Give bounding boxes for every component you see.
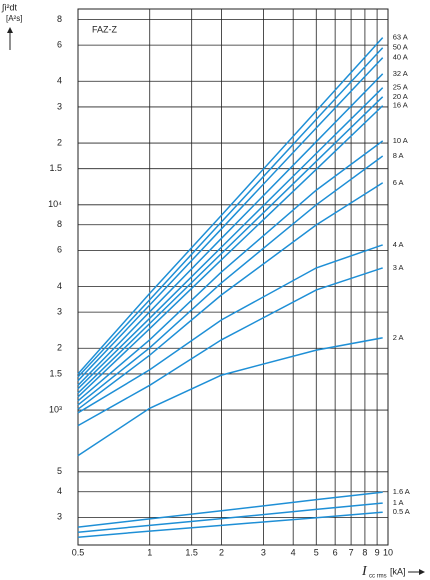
y-tick-label: 3 — [57, 307, 62, 317]
x-tick-label: 1.5 — [185, 547, 198, 557]
series-label: 4 A — [393, 240, 404, 249]
series-line — [77, 155, 384, 406]
x-tick-label: 0.5 — [72, 547, 85, 557]
y-tick-label: 4 — [57, 281, 62, 291]
plot-frame — [77, 8, 389, 546]
series-label: 40 A — [393, 53, 408, 62]
series-line — [77, 267, 383, 427]
series-label: 1 A — [393, 498, 404, 507]
series-line — [77, 491, 383, 528]
x-axis-label: I — [361, 564, 368, 579]
series-line — [77, 182, 384, 410]
series-line — [77, 47, 384, 378]
y-tick-label: 6 — [57, 40, 62, 50]
x-tick-label: 7 — [349, 547, 354, 557]
series-label: 25 A — [393, 83, 408, 92]
x-tick-label: 3 — [261, 547, 266, 557]
series-label: 8 A — [393, 151, 404, 160]
series-line — [77, 73, 384, 386]
y-arrow-head — [7, 27, 13, 33]
x-tick-label: 1 — [147, 547, 152, 557]
x-tick-label: 8 — [362, 547, 367, 557]
x-tick-label: 10 — [383, 547, 393, 557]
series-label: 2 A — [393, 333, 404, 342]
series-line — [77, 105, 384, 398]
x-axis-unit: [kA] — [390, 566, 406, 576]
series-label: 32 A — [393, 69, 408, 78]
series-label: 10 A — [393, 136, 408, 145]
y-tick-label: 8 — [57, 219, 62, 229]
y-tick-label: 4 — [57, 486, 62, 496]
series-line — [77, 57, 384, 382]
series-label: 3 A — [393, 263, 404, 272]
y-tick-label: 1.5 — [49, 368, 62, 378]
series-line — [77, 244, 383, 414]
y-tick-label: 8 — [57, 14, 62, 24]
x-tick-label: 6 — [333, 547, 338, 557]
y-axis-unit: [A²s] — [6, 14, 22, 23]
y-tick-label: 4 — [57, 76, 62, 86]
y-tick-label: 3 — [57, 512, 62, 522]
y-axis-label: ∫i²dt — [1, 2, 17, 12]
series-label: 20 A — [393, 92, 408, 101]
y-tick-label: 10⁴ — [48, 199, 62, 209]
x-arrow-head — [419, 569, 425, 575]
series-line — [77, 96, 384, 394]
y-tick-label: 6 — [57, 245, 62, 255]
series-label: 63 A — [393, 33, 408, 42]
y-tick-label: 10³ — [49, 404, 62, 414]
annotation: FAZ-Z — [92, 24, 117, 34]
y-tick-label: 1.5 — [49, 163, 62, 173]
series-label: 50 A — [393, 43, 408, 52]
y-tick-label: 5 — [57, 466, 62, 476]
x-tick-label: 2 — [219, 547, 224, 557]
series-line — [77, 87, 384, 390]
x-tick-label: 9 — [375, 547, 380, 557]
series-line — [77, 502, 383, 533]
series-label: 6 A — [393, 178, 404, 187]
series-line — [77, 337, 383, 457]
x-tick-label: 5 — [314, 547, 319, 557]
x-tick-label: 4 — [291, 547, 296, 557]
series-line — [77, 140, 384, 402]
series-line — [77, 511, 383, 538]
y-tick-label: 2 — [57, 343, 62, 353]
series-label: 0.5 A — [393, 507, 410, 516]
series-label: 1.6 A — [393, 487, 410, 496]
y-tick-label: 2 — [57, 137, 62, 147]
series-label: 16 A — [393, 101, 408, 110]
y-tick-label: 3 — [57, 101, 62, 111]
series-line — [77, 37, 384, 375]
x-axis-label-sub: cc rms — [369, 574, 387, 580]
